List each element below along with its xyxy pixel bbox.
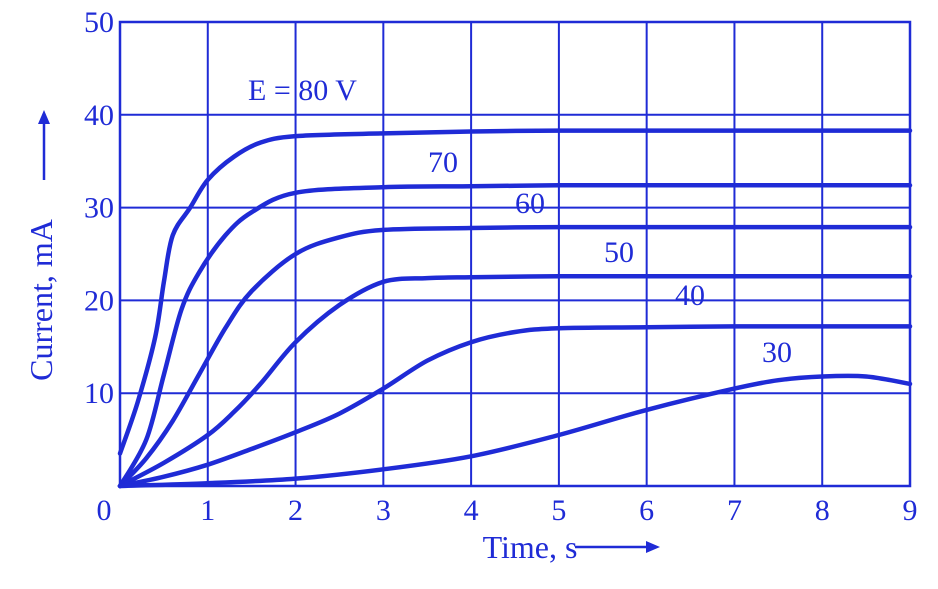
x-tick-label: 6 [639, 494, 654, 527]
curves [117, 128, 913, 489]
plot-frame [118, 20, 912, 488]
x-tick-label: 8 [815, 494, 830, 527]
series-label: 40 [675, 279, 705, 312]
x-tick-labels: 0 1 2 3 4 5 6 7 8 9 [97, 494, 918, 527]
x-tick-label: 4 [464, 494, 479, 527]
series-line [117, 183, 913, 489]
y-tick-label: 40 [84, 99, 114, 132]
series-label: 60 [515, 187, 545, 220]
x-axis-arrow [575, 541, 660, 553]
x-tick-label: 5 [551, 494, 566, 527]
series-label: 70 [428, 146, 458, 179]
y-tick-label: 20 [84, 284, 114, 317]
grid [120, 22, 910, 486]
series-label: 50 [604, 236, 634, 269]
y-tick-label: 10 [84, 377, 114, 410]
x-tick-label: 9 [903, 494, 918, 527]
y-tick-labels: 10 20 30 40 50 [84, 6, 114, 410]
x-tick-label: 0 [97, 494, 112, 527]
x-tick-label: 7 [727, 494, 742, 527]
y-axis-arrow [38, 110, 50, 180]
y-tick-label: 50 [84, 6, 114, 39]
series-line [117, 373, 913, 489]
x-tick-label: 1 [200, 494, 215, 527]
series-line [117, 273, 913, 489]
x-tick-label: 3 [376, 494, 391, 527]
y-axis-label: Current, mA [23, 219, 59, 381]
x-axis-label: Time, s [483, 529, 578, 565]
curve-labels: E = 80 V 70 60 50 40 30 [248, 74, 792, 369]
series-line [117, 224, 913, 489]
series-line [117, 324, 913, 489]
series-label: E = 80 V [248, 74, 357, 107]
y-tick-label: 30 [84, 192, 114, 225]
x-tick-label: 2 [288, 494, 303, 527]
series-label: 30 [762, 336, 792, 369]
series-line [117, 128, 913, 456]
